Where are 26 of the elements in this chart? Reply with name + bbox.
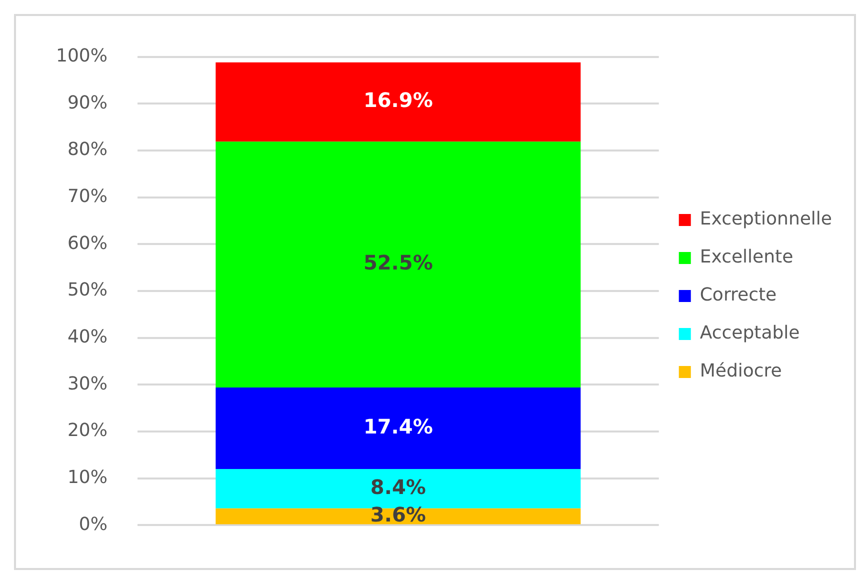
y-tick-label: 40% [67, 326, 108, 348]
bar [216, 62, 581, 142]
y-tick-label: 70% [67, 186, 108, 207]
y-tick-label: 80% [67, 139, 108, 160]
y-tick-label: 30% [67, 373, 108, 394]
y-tick-label: 50% [67, 280, 108, 301]
y-tick-label: 100% [56, 45, 108, 66]
y-tick-label: 0% [78, 514, 108, 535]
legend-label: Correcte [700, 284, 777, 306]
data-label: 8.4% [370, 474, 426, 499]
data-label: 3.6% [370, 502, 426, 526]
legend-label: Médiocre [700, 360, 782, 382]
bar [216, 508, 581, 524]
legend-label: Exceptionnelle [700, 208, 832, 230]
legend-label: Excellente [700, 246, 794, 268]
bar [216, 142, 581, 388]
data-label: 52.5% [363, 250, 433, 275]
data-label: 16.9% [363, 88, 433, 112]
data-label: 17.4% [363, 414, 433, 438]
y-tick-label: 20% [67, 420, 108, 442]
y-tick-label: 60% [67, 232, 108, 254]
bar [216, 387, 581, 469]
bar [216, 468, 581, 508]
y-tick-label: 10% [67, 467, 108, 488]
y-tick-label: 90% [67, 92, 108, 114]
legend-label: Acceptable [700, 322, 800, 344]
